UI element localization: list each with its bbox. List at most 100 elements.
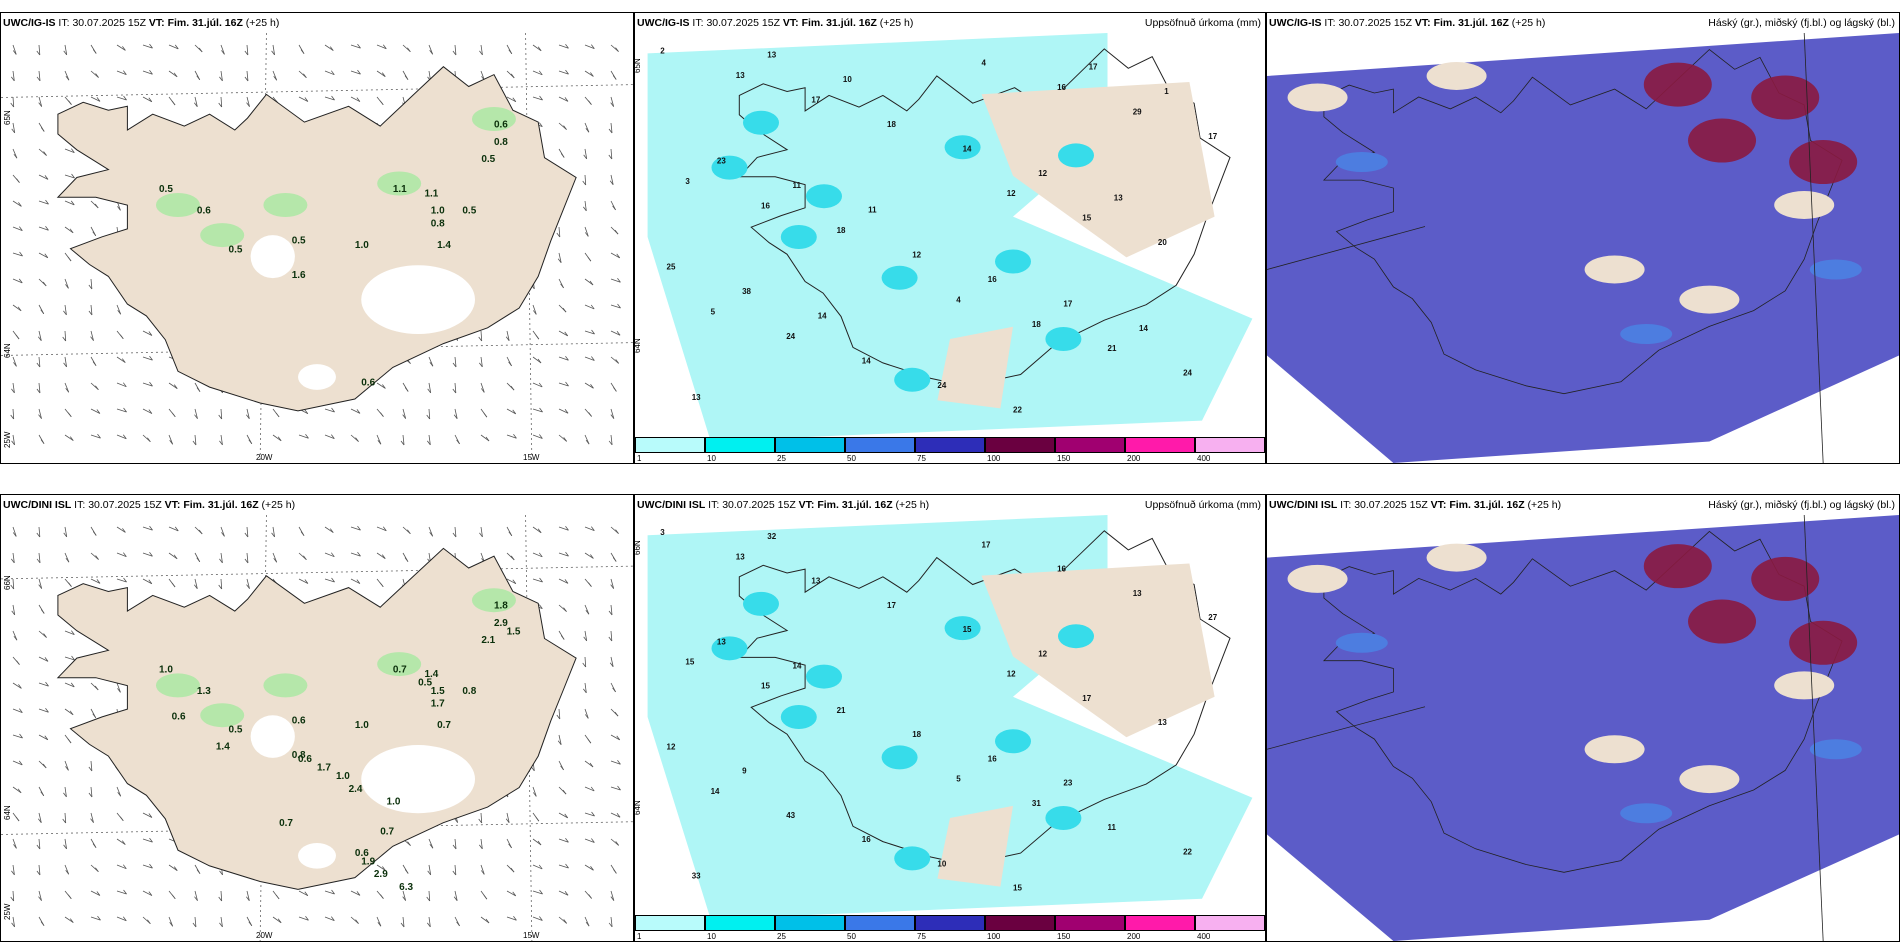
wind-barb-icon bbox=[324, 916, 335, 921]
accum-value-label: 12 bbox=[912, 250, 921, 259]
wind-barb-icon bbox=[452, 870, 457, 876]
accum-value-label: 25 bbox=[667, 263, 676, 272]
precip-value-label: 1.8 bbox=[494, 601, 508, 612]
precip-value-label: 0.6 bbox=[361, 378, 375, 389]
wind-barb-icon bbox=[589, 762, 594, 768]
panel-title: Háský (gr.), miðský (fj.bl.) og lágský (… bbox=[1708, 17, 1895, 29]
wind-barb-icon bbox=[305, 915, 309, 921]
wind-barb-icon bbox=[616, 735, 621, 741]
wind-barb-icon bbox=[169, 440, 173, 445]
wind-barb-icon bbox=[331, 407, 335, 413]
panel-header: UWC/DINI ISL IT: 30.07.2025 15Z VT: Fim.… bbox=[3, 499, 296, 511]
wind-barb-icon bbox=[88, 310, 93, 316]
iceland-coastline bbox=[738, 48, 1231, 387]
wind-barb-icon bbox=[221, 532, 225, 537]
wind-barb-icon bbox=[192, 440, 197, 446]
graticule-line bbox=[525, 515, 533, 941]
precip-heavy-patch bbox=[1058, 624, 1094, 649]
wind-barb-icon bbox=[142, 838, 153, 843]
wind-barb-icon bbox=[532, 792, 537, 797]
wind-barb-icon bbox=[427, 922, 431, 928]
wind-barb-icon bbox=[38, 864, 41, 875]
wind-barb-icon bbox=[558, 356, 569, 361]
wind-barb-icon bbox=[376, 44, 387, 50]
panel-header: UWC/IG-IS IT: 30.07.2025 15Z VT: Fim. 31… bbox=[3, 17, 280, 29]
wind-barb-icon bbox=[428, 44, 434, 55]
mid-cloud-patch bbox=[1620, 324, 1673, 344]
accum-value-label: 15 bbox=[963, 625, 972, 634]
wind-barb-icon bbox=[379, 582, 384, 588]
wind-barb-icon bbox=[591, 329, 595, 335]
wind-barb-icon bbox=[298, 916, 309, 921]
wind-barb-icon bbox=[12, 70, 15, 81]
wind-barb-icon bbox=[556, 714, 561, 720]
wind-barb-icon bbox=[64, 174, 75, 179]
accum-value-label: 13 bbox=[811, 577, 820, 586]
wind-barb-icon bbox=[564, 891, 569, 896]
accum-value-label: 13 bbox=[767, 50, 776, 59]
accum-value-label: 10 bbox=[937, 859, 946, 868]
precip-patch bbox=[377, 171, 422, 196]
panel-title: Uppsöfnuð úrkoma (mm) bbox=[1144, 17, 1261, 29]
wind-barb-icon bbox=[12, 50, 17, 55]
wind-barb-icon bbox=[173, 866, 178, 871]
wind-barb-icon bbox=[64, 148, 75, 153]
wind-barb-icon bbox=[480, 44, 483, 55]
accum-value-label: 23 bbox=[1063, 779, 1072, 788]
wind-barb-icon bbox=[483, 412, 488, 418]
wind-barb-icon bbox=[428, 916, 431, 927]
panel-wind-precip-top: UWC/IG-IS IT: 30.07.2025 15Z VT: Fim. 31… bbox=[0, 12, 634, 464]
wind-barb-icon bbox=[454, 864, 457, 875]
precip-value-label: 0.5 bbox=[229, 244, 243, 255]
wind-barb-icon bbox=[584, 356, 595, 361]
wind-barb-icon bbox=[220, 526, 225, 537]
clear-area bbox=[1426, 62, 1487, 90]
wind-barb-icon bbox=[117, 310, 122, 315]
wind-barb-icon bbox=[44, 253, 49, 258]
wind-barb-icon bbox=[117, 792, 122, 797]
lon-label: 15W bbox=[523, 453, 540, 462]
wind-barb-icon bbox=[42, 763, 47, 769]
wind-barb-icon bbox=[42, 281, 47, 287]
wind-barb-icon bbox=[610, 896, 615, 901]
wind-barb-icon bbox=[142, 70, 153, 75]
colorbar-tick-label: 1 bbox=[637, 932, 642, 941]
wind-barb-icon bbox=[147, 919, 151, 924]
accum-value-label: 27 bbox=[1208, 613, 1217, 622]
lat-label: 64N bbox=[634, 338, 642, 353]
wind-barb-icon bbox=[12, 890, 15, 902]
wind-barb-icon bbox=[244, 50, 249, 56]
precip-patch bbox=[263, 673, 308, 698]
panel-accum-top: UWC/IG-IS IT: 30.07.2025 15Z VT: Fim. 31… bbox=[634, 12, 1266, 464]
wind-barb-icon bbox=[65, 870, 70, 875]
wind-barb-icon bbox=[64, 864, 70, 875]
wind-barb-icon bbox=[63, 844, 67, 850]
wind-barb-icon bbox=[196, 557, 201, 563]
wind-barb-icon bbox=[38, 382, 41, 393]
accum-value-label: 11 bbox=[868, 206, 877, 215]
wind-barb-icon bbox=[402, 890, 407, 901]
accum-value-label: 9 bbox=[742, 767, 747, 776]
wind-barb-icon bbox=[584, 760, 594, 768]
precip-patch bbox=[471, 588, 516, 613]
precip-value-label: 1.7 bbox=[431, 699, 445, 710]
lon-label: 20W bbox=[256, 453, 273, 462]
wind-barb-icon bbox=[404, 557, 409, 562]
high-cloud-patch bbox=[1789, 140, 1858, 184]
wind-barb-icon bbox=[538, 864, 543, 870]
wind-barb-icon bbox=[17, 788, 22, 794]
glacier bbox=[361, 745, 475, 814]
wind-barb-icon bbox=[512, 579, 517, 584]
wind-barb-icon bbox=[67, 738, 72, 744]
wind-barb-icon bbox=[357, 43, 361, 49]
wind-barb-icon bbox=[429, 50, 433, 55]
wind-barb-icon bbox=[617, 303, 621, 309]
wind-barb-icon bbox=[376, 382, 386, 389]
wind-barb-icon bbox=[38, 200, 49, 205]
colorbar-swatch bbox=[635, 437, 705, 453]
wind-barb-icon bbox=[584, 708, 589, 719]
wind-barb-icon bbox=[38, 96, 43, 107]
wind-barb-icon bbox=[142, 890, 153, 896]
wind-barb-icon bbox=[402, 414, 406, 419]
wind-barb-icon bbox=[272, 434, 282, 442]
